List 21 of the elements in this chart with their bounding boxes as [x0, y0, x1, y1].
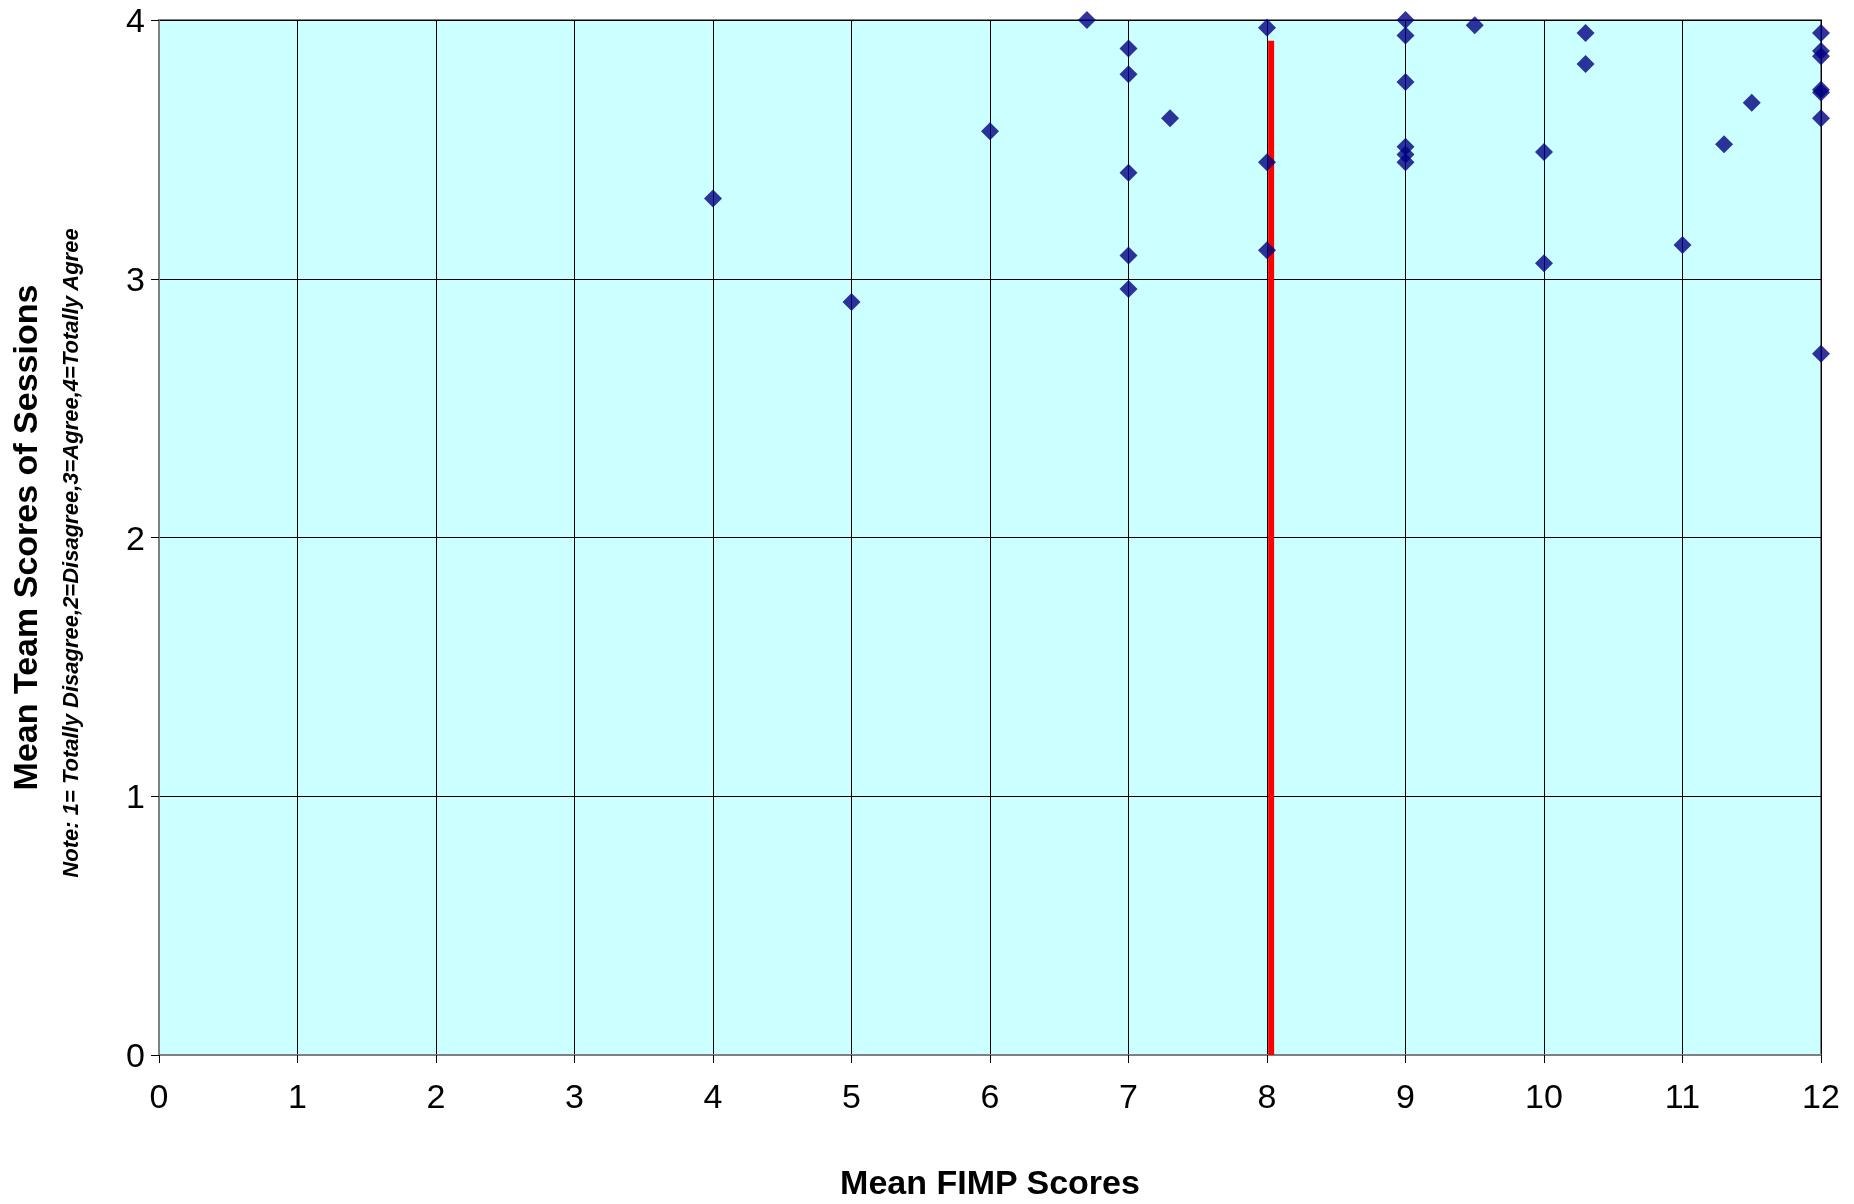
- y-tick-label: 2: [126, 518, 145, 557]
- x-tick-label: 8: [1257, 1077, 1277, 1115]
- x-tick-label: 9: [1396, 1077, 1415, 1115]
- x-tick-label: 6: [980, 1077, 1000, 1115]
- x-tick-label: 10: [1525, 1077, 1563, 1115]
- x-tick-label: 2: [426, 1077, 446, 1115]
- x-tick-label: 5: [842, 1077, 861, 1115]
- y-tick-label: 4: [126, 1, 145, 39]
- x-tick-label: 7: [1119, 1077, 1138, 1115]
- x-tick-label: 4: [703, 1077, 723, 1115]
- x-tick-label: 1: [288, 1077, 307, 1115]
- y-tick-label: 0: [126, 1036, 145, 1074]
- x-tick-label: 12: [1802, 1077, 1840, 1115]
- y-tick-label: 3: [126, 259, 145, 298]
- y-axis-title: Mean Team Scores of Sessions: [6, 284, 44, 791]
- text: Note: 1= Totally Disagree,2=Disagree,3=Agree,4=Totally Agree: [57, 228, 83, 878]
- y-tick-label: 1: [126, 777, 145, 816]
- x-tick-label: 0: [149, 1077, 169, 1115]
- x-tick-label: 11: [1664, 1077, 1701, 1115]
- x-tick-label: 3: [565, 1077, 584, 1115]
- x-axis-title: Mean FIMP Scores: [840, 1163, 1140, 1201]
